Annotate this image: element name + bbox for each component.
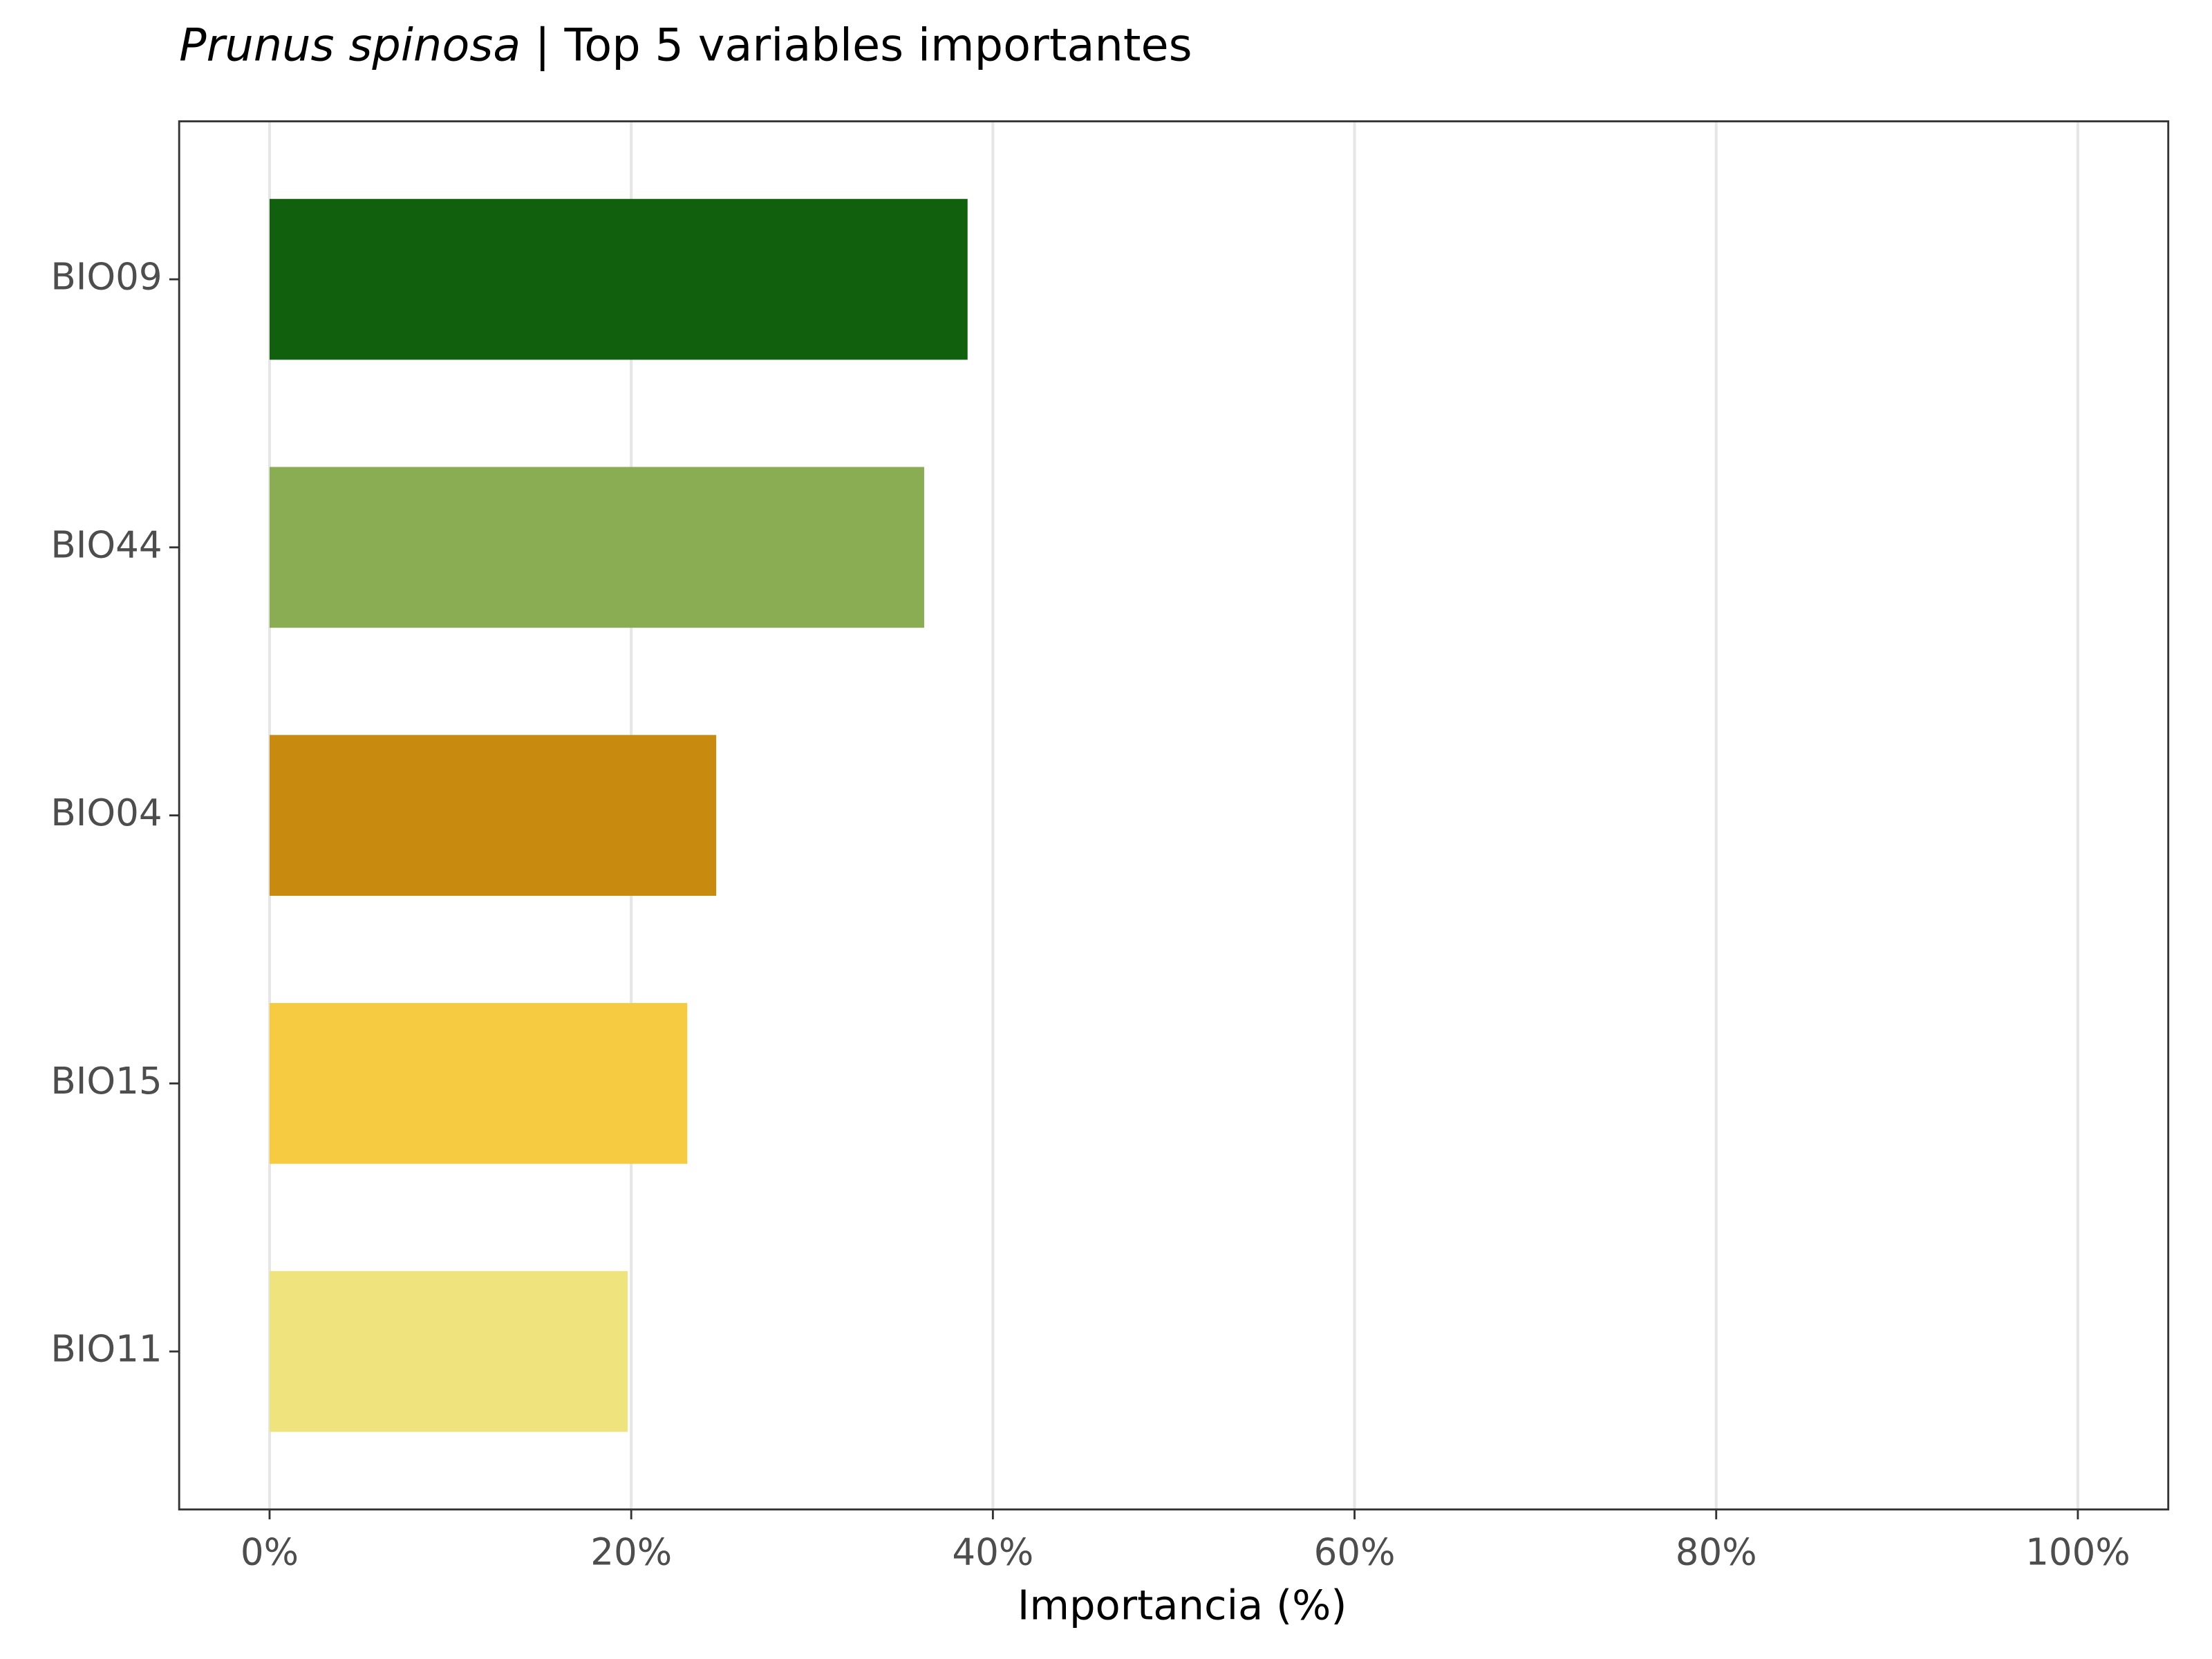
- y-tick-label: BIO09: [50, 256, 162, 299]
- x-tick-label: 20%: [590, 1531, 672, 1574]
- bar: [269, 1271, 628, 1432]
- y-tick-label: BIO11: [50, 1328, 162, 1371]
- y-tick-label: BIO04: [50, 791, 162, 834]
- x-tick-label: 60%: [1314, 1531, 1396, 1574]
- title-species: Prunus spinosa: [179, 19, 521, 71]
- bar: [269, 735, 717, 896]
- x-tick-label: 40%: [952, 1531, 1033, 1574]
- title-text: | Top 5 variables importantes: [535, 19, 1192, 71]
- x-tick-label: 100%: [2025, 1531, 2130, 1574]
- y-tick-label: BIO44: [50, 523, 162, 566]
- panel-border: [178, 120, 2170, 1511]
- x-axis-label: Importancia (%): [1018, 1582, 1347, 1629]
- x-tick-label: 80%: [1676, 1531, 1757, 1574]
- bar: [269, 467, 924, 628]
- x-tick-label: 0%: [241, 1531, 299, 1574]
- bar: [269, 1003, 688, 1164]
- chart-title: Prunus spinosa | Top 5 variables importan…: [179, 19, 1192, 71]
- bar: [269, 198, 968, 360]
- y-tick-label: BIO15: [50, 1060, 162, 1103]
- bars: [269, 198, 968, 1432]
